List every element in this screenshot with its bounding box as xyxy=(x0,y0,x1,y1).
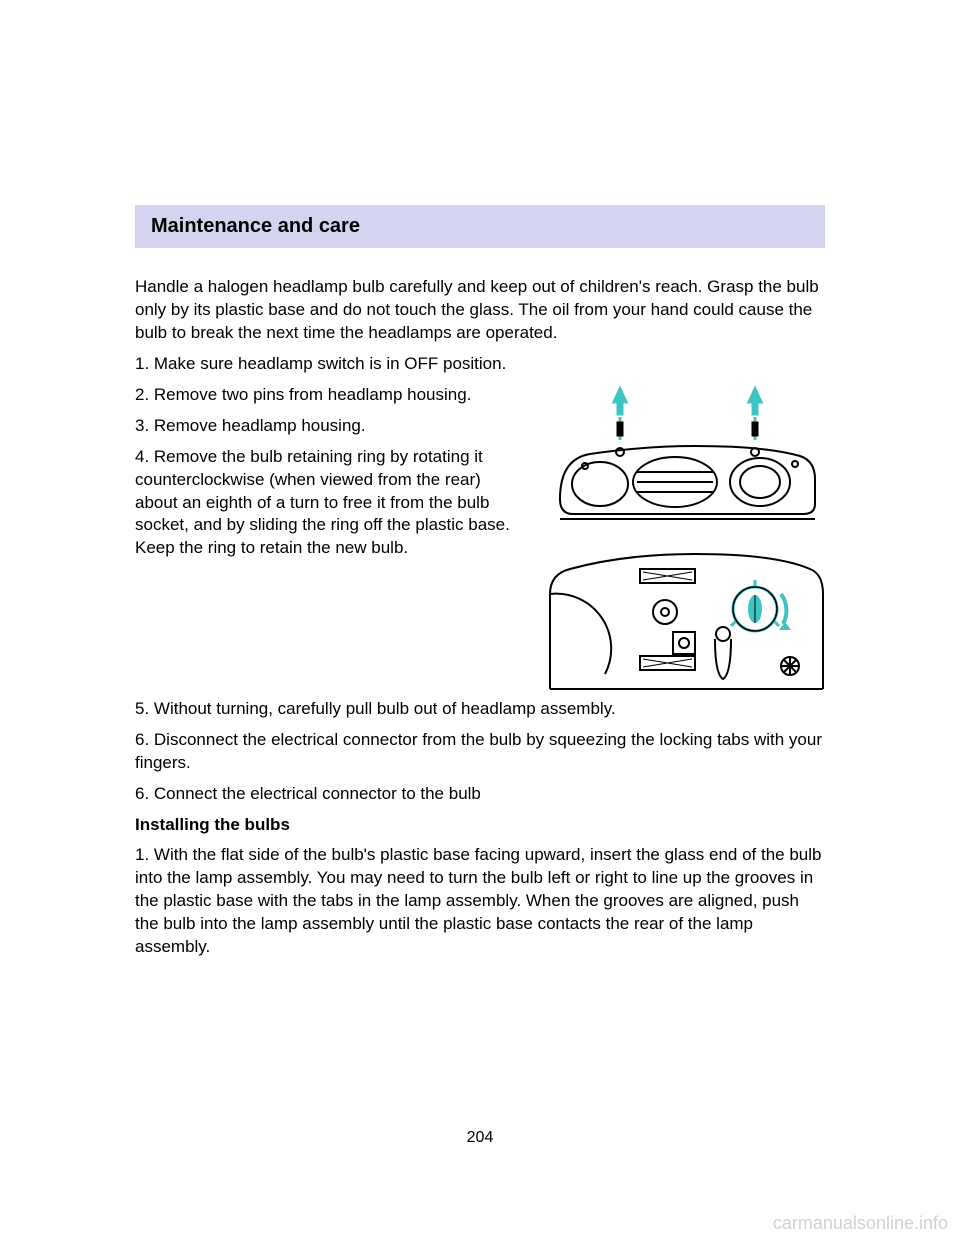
figure-bulb-ring xyxy=(545,544,825,694)
install-step-1: 1. With the flat side of the bulb's plas… xyxy=(135,844,825,959)
page-wrapper: Maintenance and care Handle a halogen he… xyxy=(0,0,960,1187)
step-1: 1. Make sure headlamp switch is in OFF p… xyxy=(135,353,825,376)
step-2: 2. Remove two pins from headlamp housing… xyxy=(135,384,525,407)
step-5: 5. Without turning, carefully pull bulb … xyxy=(135,698,825,721)
figures-col xyxy=(545,384,825,694)
watermark: carmanualsonline.info xyxy=(773,1213,948,1234)
intro-p1: Handle a halogen headlamp bulb carefully… xyxy=(135,276,825,345)
figure-headlamp-pins xyxy=(545,384,825,534)
section-title: Maintenance and care xyxy=(151,215,809,238)
install-title: Installing the bulbs xyxy=(135,814,825,837)
steps-with-figures: 2. Remove two pins from headlamp housing… xyxy=(135,384,825,694)
step-6b: 6. Connect the electrical connector to t… xyxy=(135,783,825,806)
step-6a: 6. Disconnect the electrical connector f… xyxy=(135,729,825,775)
page-number: 204 xyxy=(135,1129,825,1147)
step-4: 4. Remove the bulb retaining ring by rot… xyxy=(135,446,525,561)
step-3: 3. Remove headlamp housing. xyxy=(135,415,525,438)
section-header: Maintenance and care xyxy=(135,205,825,248)
steps-text-col: 2. Remove two pins from headlamp housing… xyxy=(135,384,525,694)
